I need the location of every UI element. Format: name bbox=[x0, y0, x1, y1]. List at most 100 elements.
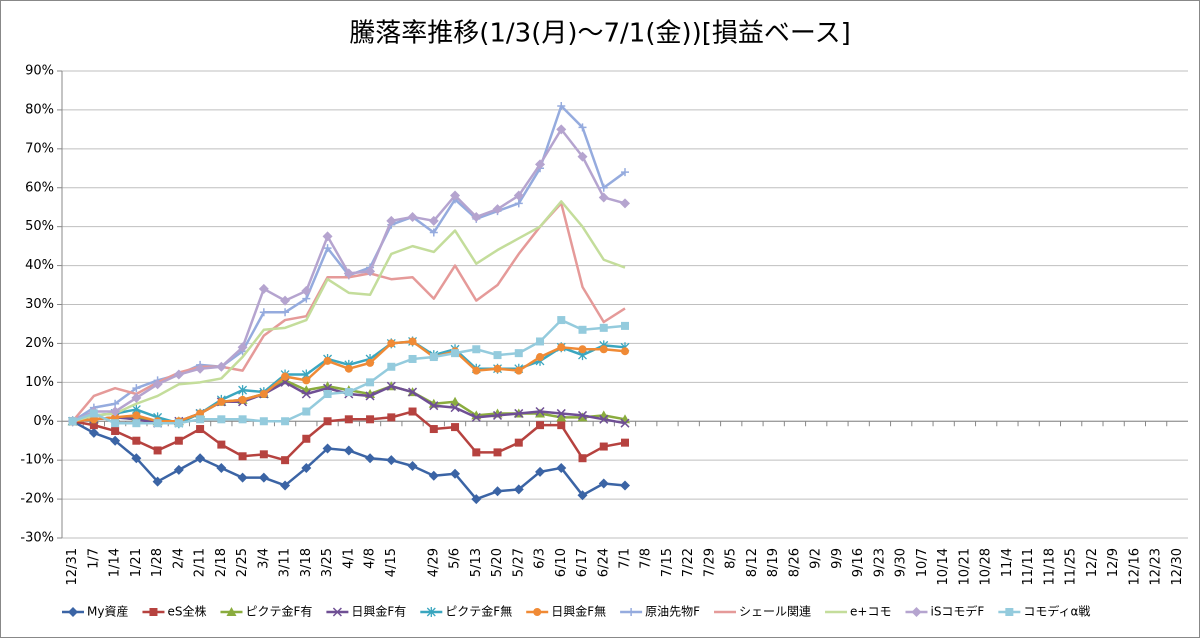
x-tick-label: 7/8 bbox=[639, 548, 654, 569]
x-tick-label: 8/26 bbox=[787, 548, 802, 577]
marker bbox=[472, 345, 481, 354]
x-tick-label: 9/23 bbox=[872, 548, 887, 577]
marker bbox=[366, 378, 375, 387]
marker bbox=[386, 455, 397, 466]
marker bbox=[280, 295, 291, 306]
marker bbox=[111, 426, 120, 435]
x-tick-label: 12/16 bbox=[1127, 548, 1142, 585]
marker bbox=[259, 450, 268, 459]
marker bbox=[132, 384, 141, 393]
x-tick-label: 7/15 bbox=[660, 548, 675, 577]
marker bbox=[407, 461, 418, 472]
x-tick-label: 7/1 bbox=[618, 548, 633, 569]
legend-label: シェール関連 bbox=[739, 605, 811, 619]
marker bbox=[599, 345, 608, 354]
y-tick-label: -10% bbox=[20, 453, 54, 468]
marker bbox=[450, 190, 461, 201]
marker bbox=[301, 389, 311, 399]
x-tick-label: 5/27 bbox=[511, 548, 526, 577]
marker bbox=[343, 445, 354, 456]
marker bbox=[132, 436, 141, 445]
marker bbox=[322, 443, 333, 454]
marker bbox=[366, 415, 375, 424]
x-tick-label: 5/13 bbox=[469, 548, 484, 577]
x-tick-label: 7/29 bbox=[702, 548, 717, 577]
marker bbox=[557, 343, 566, 352]
marker bbox=[174, 419, 183, 428]
marker bbox=[258, 283, 269, 294]
marker bbox=[153, 419, 162, 428]
legend-label: e+コモ bbox=[850, 605, 891, 619]
marker bbox=[451, 349, 460, 358]
marker bbox=[152, 476, 163, 487]
legend-label: ピクテ金F無 bbox=[445, 604, 512, 619]
x-tick-label: 5/20 bbox=[490, 548, 505, 577]
marker bbox=[196, 415, 205, 424]
marker bbox=[471, 412, 481, 422]
x-tick-label: 12/30 bbox=[1170, 548, 1185, 585]
marker bbox=[258, 472, 269, 483]
marker bbox=[237, 342, 248, 353]
marker bbox=[408, 387, 418, 397]
x-tick-label: 1/21 bbox=[129, 548, 144, 577]
marker bbox=[259, 390, 268, 399]
x-tick-label: 12/23 bbox=[1149, 548, 1164, 585]
marker bbox=[408, 354, 417, 363]
x-tick-label: 9/16 bbox=[851, 548, 866, 577]
legend-label: 日興金F有 bbox=[351, 604, 406, 619]
marker bbox=[535, 466, 546, 477]
y-tick-label: 90% bbox=[25, 64, 54, 79]
marker bbox=[556, 412, 567, 422]
x-tick-label: 4/15 bbox=[384, 548, 399, 577]
x-tick-label: 12/9 bbox=[1106, 548, 1121, 577]
x-tick-label: 11/25 bbox=[1064, 548, 1079, 585]
marker bbox=[217, 397, 226, 406]
marker bbox=[217, 415, 226, 424]
marker bbox=[513, 190, 524, 201]
marker bbox=[620, 480, 630, 491]
marker bbox=[493, 351, 502, 360]
series bbox=[68, 316, 629, 428]
marker bbox=[281, 308, 290, 317]
marker bbox=[217, 440, 226, 449]
marker bbox=[620, 418, 630, 428]
marker bbox=[216, 361, 227, 372]
marker bbox=[577, 412, 588, 422]
marker bbox=[238, 385, 248, 396]
y-tick-label: 70% bbox=[25, 141, 54, 156]
marker bbox=[131, 453, 142, 464]
marker bbox=[450, 403, 460, 413]
x-tick-label: 11/4 bbox=[1000, 548, 1015, 577]
marker bbox=[514, 408, 524, 418]
marker bbox=[302, 376, 311, 385]
marker bbox=[429, 228, 438, 237]
marker bbox=[152, 379, 163, 390]
y-tick-label: 20% bbox=[25, 336, 54, 351]
marker bbox=[226, 607, 237, 616]
x-tick-label: 6/24 bbox=[596, 548, 611, 577]
marker bbox=[280, 480, 291, 491]
marker bbox=[621, 321, 629, 330]
marker bbox=[323, 390, 332, 399]
marker bbox=[556, 408, 566, 418]
marker bbox=[493, 364, 502, 373]
x-tick-label: 4/8 bbox=[363, 548, 378, 569]
marker bbox=[281, 417, 290, 426]
marker bbox=[195, 453, 206, 464]
marker bbox=[259, 417, 268, 426]
marker bbox=[173, 369, 184, 380]
marker bbox=[322, 231, 333, 242]
marker bbox=[514, 366, 523, 375]
marker bbox=[514, 199, 523, 208]
marker bbox=[366, 358, 375, 367]
marker bbox=[387, 339, 396, 348]
marker bbox=[557, 421, 566, 430]
x-tick-label: 11/18 bbox=[1042, 548, 1057, 585]
marker bbox=[471, 494, 482, 505]
marker bbox=[535, 408, 546, 418]
marker bbox=[68, 607, 78, 617]
marker bbox=[492, 486, 503, 497]
x-tick-label: 6/10 bbox=[554, 548, 569, 577]
marker bbox=[492, 410, 503, 420]
